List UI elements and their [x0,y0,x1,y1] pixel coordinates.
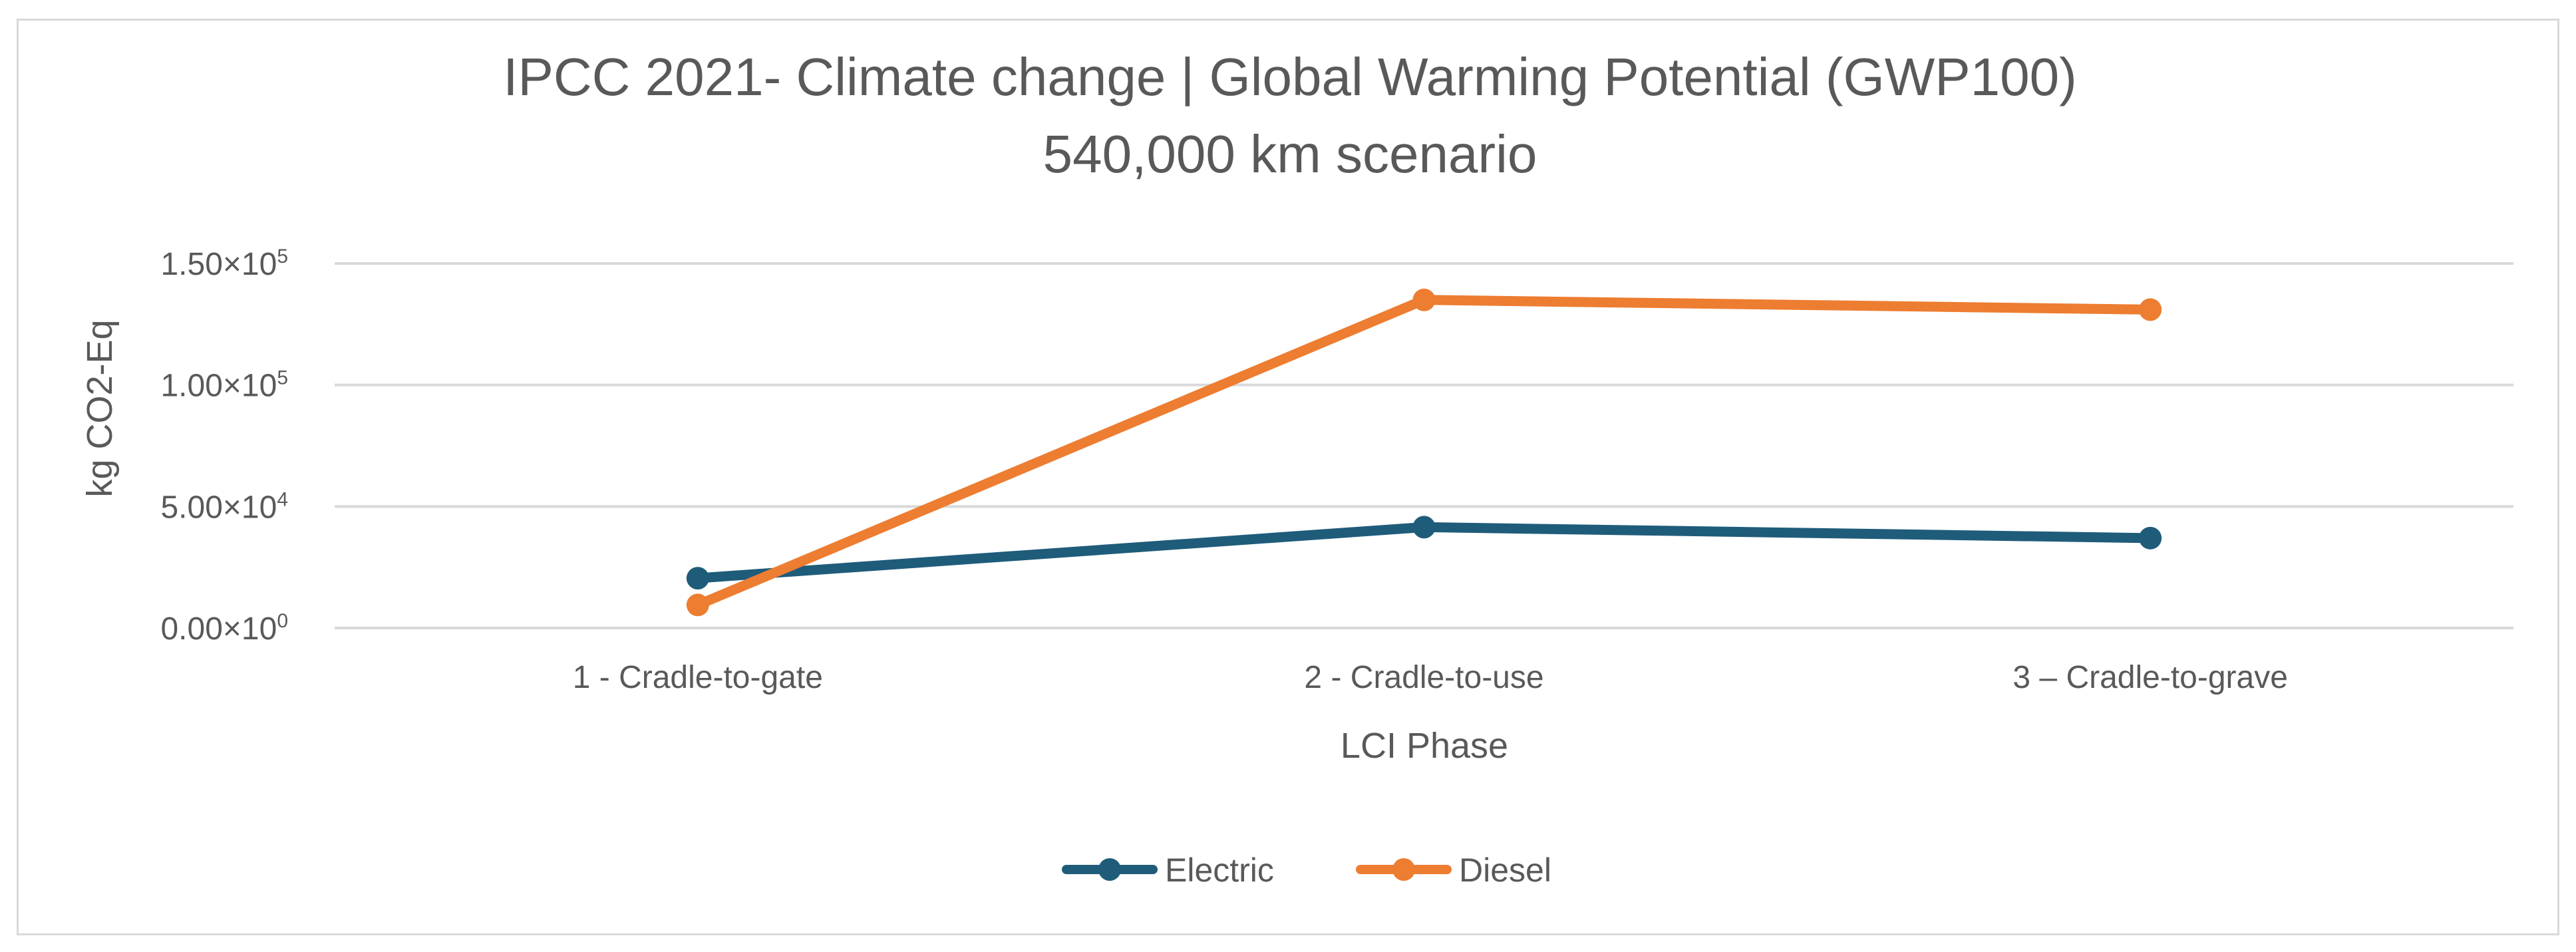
series-diesel [686,288,2162,617]
data-point [1412,288,1436,311]
legend: Electric Diesel [1062,852,1551,889]
legend-item: Diesel [1356,852,1551,889]
line-chart: IPCC 2021- Climate change | Global Warmi… [80,47,2513,889]
y-tick-exponent: 0 [277,610,288,632]
x-tick-label: 2 - Cradle-to-use [1304,660,1543,695]
series-lines [686,288,2162,617]
x-tick-label: 3 – Cradle-to-grave [2012,660,2288,695]
y-tick-exponent: 5 [277,367,288,389]
series-electric [686,516,2162,590]
data-point [686,593,709,617]
legend-swatch-marker [1098,858,1121,881]
y-tick-label: 5.00×104 [160,488,288,525]
legend-label: Electric [1165,852,1274,889]
x-tick-label: 1 - Cradle-to-gate [573,660,823,695]
y-tick-label: 0.00×100 [160,610,288,647]
gridlines [335,262,2513,629]
x-axis-ticks: 1 - Cradle-to-gate 2 - Cradle-to-use 3 – C… [573,660,2288,695]
data-point [686,567,709,590]
chart-title: IPCC 2021- Climate change | Global Warmi… [503,47,2076,106]
data-point [1412,516,1436,539]
y-axis-ticks: 0.00×100 5.00×104 1.00×105 1.50×105 [160,245,288,647]
y-tick-exponent: 5 [277,245,288,267]
legend-swatch-marker [1392,858,1415,881]
y-tick-exponent: 4 [277,488,288,510]
chart-container: IPCC 2021- Climate change | Global Warmi… [17,19,2559,935]
legend-label: Diesel [1459,852,1551,889]
y-tick-label: 1.50×105 [160,245,288,282]
data-point [2139,526,2162,550]
data-point [2139,298,2162,321]
x-axis-title: LCI Phase [1341,726,1508,766]
chart-subtitle: 540,000 km scenario [1043,124,1537,184]
y-axis-title: kg CO2-Eq [80,319,120,497]
y-tick-label: 1.00×105 [160,367,288,404]
legend-item: Electric [1062,852,1274,889]
